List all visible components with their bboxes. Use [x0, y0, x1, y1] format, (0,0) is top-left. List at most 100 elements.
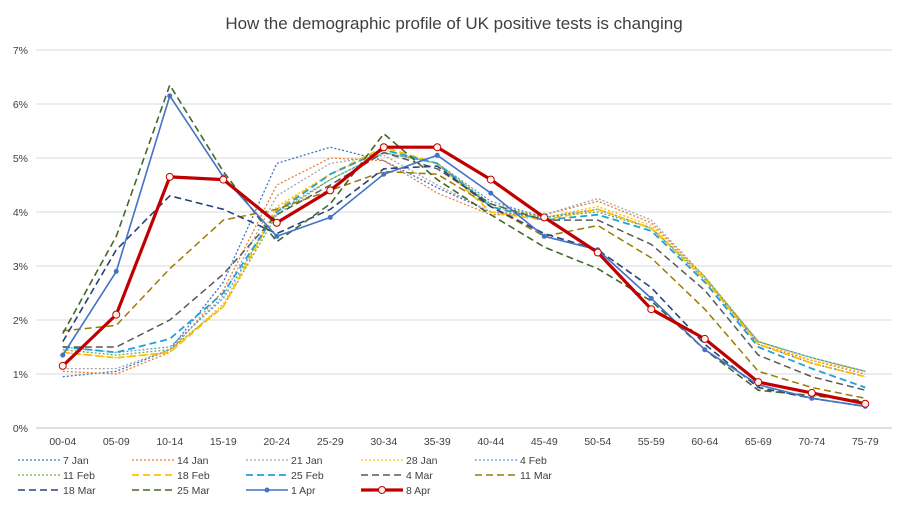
data-point	[112, 310, 121, 319]
series-line	[61, 145, 866, 406]
data-point	[165, 172, 174, 181]
series-line	[62, 148, 866, 389]
series-21-jan	[62, 154, 866, 372]
legend-item: 25 Feb	[246, 470, 324, 482]
data-point	[700, 334, 709, 343]
series-14-jan	[62, 157, 866, 375]
y-tick-label: 7%	[13, 45, 28, 57]
legend-item: 18 Mar	[18, 485, 96, 497]
gridlines	[36, 49, 892, 429]
series-18-mar	[62, 165, 866, 408]
x-tick-label: 25-29	[317, 436, 344, 448]
data-point	[433, 143, 442, 152]
y-tick-label: 5%	[13, 153, 28, 165]
data-point	[58, 361, 67, 370]
data-point	[541, 233, 547, 239]
data-point	[219, 175, 228, 184]
legend-label: 18 Mar	[63, 485, 96, 497]
data-point	[60, 352, 66, 358]
legend-item: 11 Mar	[475, 470, 552, 482]
series-line	[62, 146, 866, 378]
x-tick-label: 55-59	[638, 436, 665, 448]
series-line	[62, 151, 866, 391]
data-point	[327, 214, 333, 220]
series-line	[62, 157, 866, 375]
legend-item: 11 Feb	[18, 470, 95, 482]
x-tick-label: 10-14	[156, 436, 183, 448]
x-tick-label: 40-44	[477, 436, 504, 448]
data-point	[326, 186, 335, 195]
legend-label: 4 Mar	[406, 470, 433, 482]
x-tick-label: 05-09	[103, 436, 130, 448]
series-1-apr	[60, 93, 868, 409]
series-line	[62, 154, 866, 372]
y-tick-label: 1%	[13, 369, 28, 381]
data-point	[379, 143, 388, 152]
y-tick-label: 3%	[13, 261, 28, 273]
series-line	[62, 84, 866, 402]
data-point	[861, 399, 870, 408]
legend: 7 Jan 14 Jan 21 Jan 28 Jan 4 Feb 11 Feb 18 Feb…	[18, 455, 552, 497]
legend-label: 21 Jan	[291, 455, 323, 467]
series-18-feb	[62, 146, 866, 378]
legend-label: 14 Jan	[177, 455, 209, 467]
data-point	[434, 152, 440, 158]
series-4-mar	[62, 151, 866, 391]
series-line	[62, 165, 866, 408]
series-lines	[58, 84, 870, 409]
series-7-jan	[62, 146, 866, 378]
data-point	[274, 233, 280, 239]
axes: 0% 1% 2% 3% 4% 5% 6% 7% 00-04 05-09 10-14 15-19 20-2…	[13, 45, 879, 448]
legend-label: 28 Jan	[406, 455, 438, 467]
x-tick-label: 45-49	[531, 436, 558, 448]
series-line	[62, 151, 866, 372]
legend-marker	[378, 486, 386, 494]
legend-label: 25 Feb	[291, 470, 324, 482]
legend-item: 4 Mar	[361, 470, 433, 482]
legend-label: 25 Mar	[177, 485, 210, 497]
series-line	[62, 95, 866, 408]
chart-title: How the demographic profile of UK positi…	[225, 14, 682, 33]
x-tick-label: 35-39	[424, 436, 451, 448]
legend-item: 4 Feb	[475, 455, 547, 467]
data-point	[488, 190, 494, 196]
data-point	[486, 175, 495, 184]
legend-marker	[264, 487, 270, 493]
series-11-feb	[62, 151, 866, 372]
x-tick-label: 30-34	[370, 436, 397, 448]
legend-label: 4 Feb	[520, 455, 547, 467]
x-tick-label: 00-04	[49, 436, 76, 448]
legend-item: 8 Apr	[361, 485, 431, 497]
legend-item: 25 Mar	[132, 485, 210, 497]
series-25-mar	[62, 84, 866, 402]
data-point	[272, 218, 281, 227]
data-point	[167, 93, 173, 99]
y-tick-label: 0%	[13, 423, 28, 435]
legend-item: 7 Jan	[18, 455, 89, 467]
data-point	[809, 395, 815, 401]
series-11-mar	[62, 170, 866, 400]
legend-item: 1 Apr	[246, 485, 316, 497]
data-point	[754, 378, 763, 387]
data-point	[807, 388, 816, 397]
x-tick-label: 15-19	[210, 436, 237, 448]
y-tick-label: 6%	[13, 99, 28, 111]
data-point	[540, 213, 549, 222]
data-point	[593, 248, 602, 257]
series-25-feb	[62, 148, 866, 389]
legend-label: 7 Jan	[63, 455, 89, 467]
legend-item: 14 Jan	[132, 455, 209, 467]
series-line	[62, 146, 866, 378]
series-4-feb	[62, 151, 866, 372]
data-point	[647, 305, 656, 314]
x-tick-label: 75-79	[852, 436, 879, 448]
legend-label: 8 Apr	[406, 485, 431, 497]
data-point	[113, 268, 119, 274]
x-tick-label: 70-74	[798, 436, 825, 448]
series-line	[62, 151, 866, 372]
legend-label: 18 Feb	[177, 470, 210, 482]
data-point	[702, 347, 708, 353]
legend-label: 1 Apr	[291, 485, 316, 497]
